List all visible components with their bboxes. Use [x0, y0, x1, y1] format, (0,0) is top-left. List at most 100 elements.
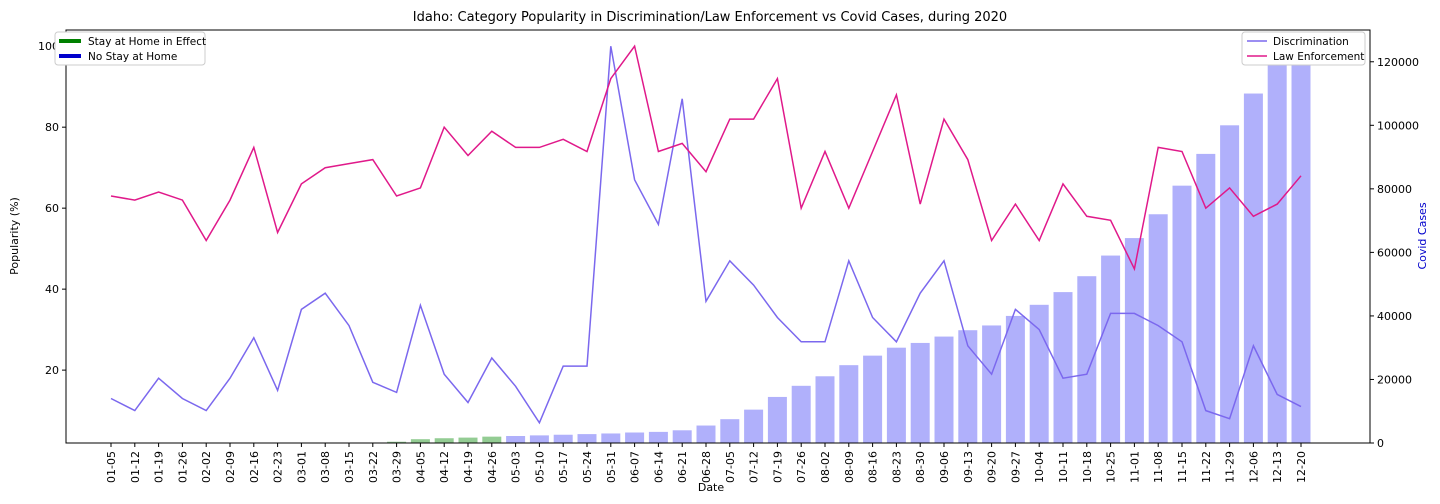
- x-tick-label: 03-01: [295, 451, 308, 483]
- x-tick-label: 04-26: [486, 451, 499, 483]
- covid-bar: [458, 437, 478, 443]
- x-tick-label: 05-10: [533, 451, 546, 483]
- covid-bar: [1172, 185, 1192, 443]
- x-tick-label: 02-02: [200, 451, 213, 483]
- x-tick-label: 07-05: [724, 451, 737, 483]
- law-enforcement-line: [110, 44, 1302, 272]
- x-tick-label: 08-09: [843, 451, 856, 483]
- covid-bar: [744, 409, 764, 443]
- legend-label: Discrimination: [1273, 36, 1349, 48]
- covid-bar: [958, 330, 978, 443]
- y-tick-label-left: 40: [45, 283, 59, 296]
- x-tick-label: 10-04: [1033, 451, 1046, 483]
- covid-bar: [982, 325, 1002, 443]
- x-tick-label: 11-15: [1176, 451, 1189, 483]
- y-tick-label-right: 120000: [1377, 56, 1419, 69]
- legend-left-box: [54, 31, 206, 66]
- covid-bar: [1005, 315, 1025, 443]
- covid-bar: [529, 435, 549, 443]
- covid-bars: [387, 33, 1311, 444]
- x-axis-label: Date: [698, 481, 725, 494]
- x-tick-label: 02-16: [248, 451, 261, 483]
- covid-bar: [910, 342, 930, 443]
- x-tick-label: 04-12: [438, 451, 451, 483]
- x-axis: 01-05 01-12 01-19 01-26 02-02 02-09 02-16 02-23…: [105, 443, 1308, 483]
- covid-bar: [934, 336, 954, 443]
- y-tick-label-right: 80000: [1377, 183, 1412, 196]
- covid-bar: [1267, 58, 1287, 443]
- x-tick-label: 08-23: [890, 451, 903, 483]
- x-tick-label: 03-15: [343, 451, 356, 483]
- covid-bar: [672, 430, 692, 443]
- x-tick-label: 05-24: [581, 451, 594, 483]
- series-lines: [110, 44, 1302, 425]
- x-tick-label: 09-27: [1009, 451, 1022, 483]
- covid-bar: [1148, 214, 1168, 443]
- covid-bar: [1053, 292, 1073, 443]
- x-tick-label: 12-13: [1271, 451, 1284, 483]
- y-axis-left-label: Popularity (%): [8, 197, 21, 275]
- covid-bar: [506, 436, 526, 443]
- x-tick-label: 02-23: [272, 451, 285, 483]
- x-tick-label: 06-07: [629, 451, 642, 483]
- y-tick-label-left: 60: [45, 202, 59, 215]
- legend-right: Discrimination Law Enforcement: [1241, 31, 1366, 66]
- covid-bar: [553, 434, 573, 443]
- x-tick-label: 06-21: [676, 451, 689, 483]
- y-tick-label-left: 80: [45, 121, 59, 134]
- y-axis-right: 0 20000 40000 60000 80000 100000 120000: [1370, 56, 1419, 450]
- x-tick-label: 11-01: [1128, 451, 1141, 483]
- x-tick-label: 11-29: [1224, 451, 1237, 483]
- x-tick-label: 11-08: [1152, 451, 1165, 483]
- covid-bar: [1077, 276, 1097, 443]
- x-tick-label: 08-16: [867, 451, 880, 483]
- x-tick-label: 08-30: [914, 451, 927, 483]
- x-tick-label: 02-09: [224, 451, 237, 483]
- x-tick-label: 04-05: [414, 451, 427, 483]
- x-tick-label: 01-05: [105, 451, 118, 483]
- x-tick-label: 10-11: [1057, 451, 1070, 483]
- x-tick-label: 01-19: [153, 451, 166, 483]
- discrimination-line: [110, 46, 1302, 425]
- x-tick-label: 09-06: [938, 451, 951, 483]
- y-tick-label-left: 100: [38, 40, 59, 53]
- x-tick-label: 07-12: [748, 451, 761, 483]
- x-tick-label: 04-19: [462, 451, 475, 483]
- covid-bar: [1196, 153, 1216, 443]
- y-tick-label-right: 40000: [1377, 310, 1412, 323]
- covid-bar: [886, 347, 906, 443]
- y-tick-label-right: 100000: [1377, 119, 1419, 132]
- y-tick-label-right: 60000: [1377, 246, 1412, 259]
- covid-bar: [1124, 238, 1144, 443]
- x-tick-label: 08-02: [819, 451, 832, 483]
- legend-label: Stay at Home in Effect: [88, 36, 206, 48]
- legend-label: Law Enforcement: [1273, 51, 1364, 63]
- covid-bar: [482, 436, 502, 443]
- covid-bar: [720, 419, 740, 443]
- x-tick-label: 09-20: [986, 451, 999, 483]
- covid-bar: [1220, 125, 1240, 444]
- x-tick-label: 10-18: [1081, 451, 1094, 483]
- x-tick-label: 05-17: [557, 451, 570, 483]
- x-tick-label: 03-08: [319, 451, 332, 483]
- plot-frame: [65, 29, 1371, 444]
- covid-bar: [791, 385, 811, 443]
- y-axis-left: 20 40 60 80 100: [38, 40, 66, 377]
- y-tick-label-right: 20000: [1377, 373, 1412, 386]
- legend-left: Stay at Home in Effect No Stay at Home: [54, 31, 206, 66]
- legend-right-box: [1241, 31, 1366, 66]
- covid-bar: [863, 355, 883, 443]
- chart-title: Idaho: Category Popularity in Discrimina…: [413, 10, 1007, 25]
- covid-bar: [1029, 304, 1049, 443]
- x-tick-label: 03-29: [391, 451, 404, 483]
- x-tick-label: 01-12: [129, 451, 142, 483]
- covid-bar: [839, 365, 859, 443]
- covid-bar: [387, 441, 407, 443]
- x-tick-label: 07-26: [795, 451, 808, 483]
- covid-bar: [577, 434, 597, 443]
- covid-bar: [434, 438, 454, 443]
- covid-bar: [648, 431, 668, 443]
- covid-bar: [1291, 33, 1311, 444]
- legend-label: No Stay at Home: [88, 51, 177, 63]
